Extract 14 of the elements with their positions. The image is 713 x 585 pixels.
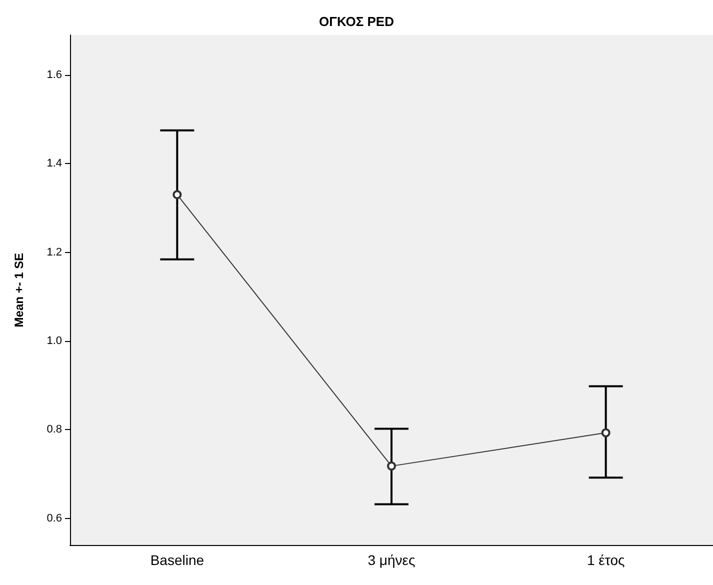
chart-title: ΟΓΚΟΣ PED (319, 14, 394, 29)
x-tick-label: 3 μήνες (368, 552, 416, 568)
y-tick-label: 1.2 (46, 246, 62, 258)
y-tick-label: 0.8 (46, 424, 62, 436)
y-tick-label: 0.6 (46, 512, 62, 524)
point (387, 462, 396, 471)
y-tick-label: 1.4 (46, 158, 62, 170)
point (601, 428, 610, 438)
x-tick-label: Baseline (150, 552, 204, 568)
y-tick-label: 1.0 (46, 335, 62, 347)
y-axis-title: Mean +- 1 SE (12, 252, 26, 328)
x-tick-label: 1 έτος (586, 552, 625, 568)
point (172, 190, 182, 200)
y-tick-label: 1.6 (46, 68, 62, 81)
